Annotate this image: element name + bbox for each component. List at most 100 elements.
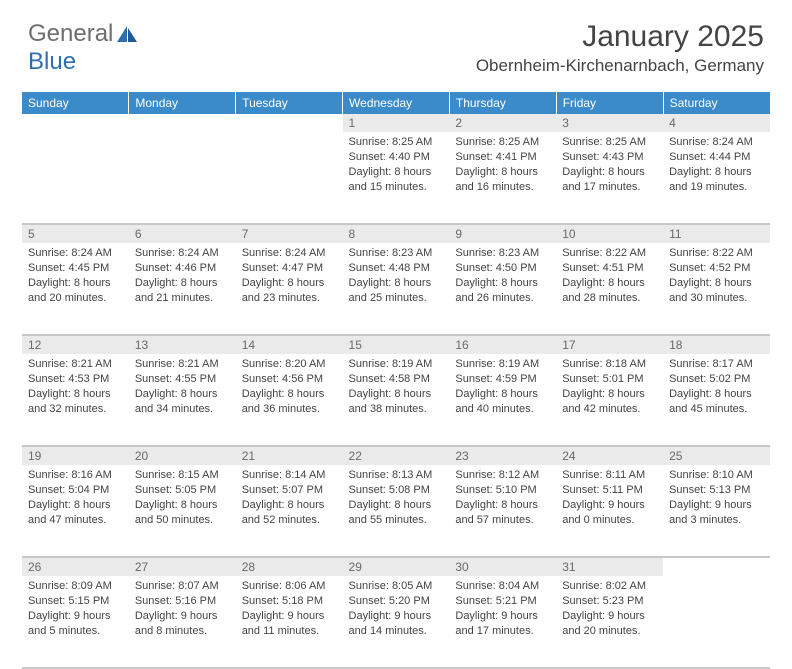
logo-text-blue: Blue [28, 48, 76, 75]
sunrise-text: Sunrise: 8:23 AM [349, 246, 444, 261]
weekday-header: Sunday [22, 92, 129, 114]
day-detail-cell: Sunrise: 8:20 AMSunset: 4:56 PMDaylight:… [236, 354, 343, 446]
day-detail-cell: Sunrise: 8:09 AMSunset: 5:15 PMDaylight:… [22, 576, 129, 668]
sunset-text: Sunset: 4:56 PM [242, 372, 337, 387]
day-detail-cell: Sunrise: 8:05 AMSunset: 5:20 PMDaylight:… [343, 576, 450, 668]
sunrise-text: Sunrise: 8:09 AM [28, 579, 123, 594]
daynum-row: 262728293031 [22, 557, 770, 576]
day-number-cell: 24 [556, 446, 663, 465]
daylight-text: Daylight: 8 hours and 25 minutes. [349, 276, 444, 306]
daylight-text: Daylight: 8 hours and 50 minutes. [135, 498, 230, 528]
sunset-text: Sunset: 5:07 PM [242, 483, 337, 498]
day-detail-cell: Sunrise: 8:25 AMSunset: 4:43 PMDaylight:… [556, 132, 663, 224]
day-number-cell: 6 [129, 224, 236, 243]
sunset-text: Sunset: 4:45 PM [28, 261, 123, 276]
sunrise-text: Sunrise: 8:13 AM [349, 468, 444, 483]
sunrise-text: Sunrise: 8:02 AM [562, 579, 657, 594]
day-number-cell: 7 [236, 224, 343, 243]
day-number-cell [236, 114, 343, 132]
day-number-cell: 17 [556, 335, 663, 354]
day-number-cell: 25 [663, 446, 770, 465]
weekday-header: Wednesday [343, 92, 450, 114]
day-number-cell: 26 [22, 557, 129, 576]
day-number-cell: 28 [236, 557, 343, 576]
sunset-text: Sunset: 5:16 PM [135, 594, 230, 609]
weekday-header: Thursday [449, 92, 556, 114]
sunset-text: Sunset: 4:50 PM [455, 261, 550, 276]
sunrise-text: Sunrise: 8:05 AM [349, 579, 444, 594]
day-detail-cell [22, 132, 129, 224]
day-detail-cell: Sunrise: 8:11 AMSunset: 5:11 PMDaylight:… [556, 465, 663, 557]
sunset-text: Sunset: 4:44 PM [669, 150, 764, 165]
daylight-text: Daylight: 8 hours and 32 minutes. [28, 387, 123, 417]
sunset-text: Sunset: 5:13 PM [669, 483, 764, 498]
sunset-text: Sunset: 5:23 PM [562, 594, 657, 609]
sunrise-text: Sunrise: 8:16 AM [28, 468, 123, 483]
daynum-row: 1234 [22, 114, 770, 132]
day-number-cell [129, 114, 236, 132]
day-number-cell: 14 [236, 335, 343, 354]
day-number-cell: 2 [449, 114, 556, 132]
daylight-text: Daylight: 8 hours and 47 minutes. [28, 498, 123, 528]
sunset-text: Sunset: 4:52 PM [669, 261, 764, 276]
sunrise-text: Sunrise: 8:25 AM [455, 135, 550, 150]
weekday-header: Monday [129, 92, 236, 114]
day-number-cell: 10 [556, 224, 663, 243]
day-number-cell: 12 [22, 335, 129, 354]
day-detail-cell: Sunrise: 8:10 AMSunset: 5:13 PMDaylight:… [663, 465, 770, 557]
weekday-header: Tuesday [236, 92, 343, 114]
daylight-text: Daylight: 9 hours and 14 minutes. [349, 609, 444, 639]
sunset-text: Sunset: 5:15 PM [28, 594, 123, 609]
sunset-text: Sunset: 4:43 PM [562, 150, 657, 165]
daynum-row: 567891011 [22, 224, 770, 243]
daylight-text: Daylight: 8 hours and 38 minutes. [349, 387, 444, 417]
daylight-text: Daylight: 8 hours and 36 minutes. [242, 387, 337, 417]
day-number-cell: 31 [556, 557, 663, 576]
calendar-table: SundayMondayTuesdayWednesdayThursdayFrid… [22, 92, 770, 669]
sunset-text: Sunset: 4:55 PM [135, 372, 230, 387]
logo-sail-icon [115, 24, 139, 44]
sunrise-text: Sunrise: 8:21 AM [135, 357, 230, 372]
sunset-text: Sunset: 5:05 PM [135, 483, 230, 498]
sunset-text: Sunset: 4:48 PM [349, 261, 444, 276]
sunset-text: Sunset: 5:04 PM [28, 483, 123, 498]
day-number-cell: 15 [343, 335, 450, 354]
day-detail-cell: Sunrise: 8:15 AMSunset: 5:05 PMDaylight:… [129, 465, 236, 557]
sunrise-text: Sunrise: 8:18 AM [562, 357, 657, 372]
day-number-cell [663, 557, 770, 576]
sunset-text: Sunset: 5:20 PM [349, 594, 444, 609]
day-detail-cell: Sunrise: 8:24 AMSunset: 4:44 PMDaylight:… [663, 132, 770, 224]
sunset-text: Sunset: 4:40 PM [349, 150, 444, 165]
sunrise-text: Sunrise: 8:12 AM [455, 468, 550, 483]
day-detail-cell [129, 132, 236, 224]
day-number-cell: 5 [22, 224, 129, 243]
sunrise-text: Sunrise: 8:04 AM [455, 579, 550, 594]
day-detail-cell: Sunrise: 8:19 AMSunset: 4:58 PMDaylight:… [343, 354, 450, 446]
sunrise-text: Sunrise: 8:20 AM [242, 357, 337, 372]
sunset-text: Sunset: 4:41 PM [455, 150, 550, 165]
daylight-text: Daylight: 8 hours and 17 minutes. [562, 165, 657, 195]
sunrise-text: Sunrise: 8:19 AM [349, 357, 444, 372]
day-number-cell: 13 [129, 335, 236, 354]
day-detail-cell: Sunrise: 8:07 AMSunset: 5:16 PMDaylight:… [129, 576, 236, 668]
day-number-cell: 11 [663, 224, 770, 243]
day-detail-cell: Sunrise: 8:25 AMSunset: 4:41 PMDaylight:… [449, 132, 556, 224]
sunrise-text: Sunrise: 8:14 AM [242, 468, 337, 483]
daylight-text: Daylight: 8 hours and 26 minutes. [455, 276, 550, 306]
sunrise-text: Sunrise: 8:24 AM [669, 135, 764, 150]
day-detail-cell: Sunrise: 8:17 AMSunset: 5:02 PMDaylight:… [663, 354, 770, 446]
detail-row: Sunrise: 8:16 AMSunset: 5:04 PMDaylight:… [22, 465, 770, 557]
sunset-text: Sunset: 5:02 PM [669, 372, 764, 387]
sunrise-text: Sunrise: 8:24 AM [28, 246, 123, 261]
day-detail-cell: Sunrise: 8:24 AMSunset: 4:45 PMDaylight:… [22, 243, 129, 335]
daylight-text: Daylight: 8 hours and 34 minutes. [135, 387, 230, 417]
header: General January 2025 Obernheim-Kirchenar… [0, 0, 792, 84]
calendar-header-row: SundayMondayTuesdayWednesdayThursdayFrid… [22, 92, 770, 114]
day-number-cell: 1 [343, 114, 450, 132]
sunset-text: Sunset: 5:11 PM [562, 483, 657, 498]
daylight-text: Daylight: 9 hours and 3 minutes. [669, 498, 764, 528]
day-detail-cell: Sunrise: 8:24 AMSunset: 4:47 PMDaylight:… [236, 243, 343, 335]
day-detail-cell: Sunrise: 8:18 AMSunset: 5:01 PMDaylight:… [556, 354, 663, 446]
day-detail-cell: Sunrise: 8:16 AMSunset: 5:04 PMDaylight:… [22, 465, 129, 557]
day-detail-cell: Sunrise: 8:23 AMSunset: 4:48 PMDaylight:… [343, 243, 450, 335]
